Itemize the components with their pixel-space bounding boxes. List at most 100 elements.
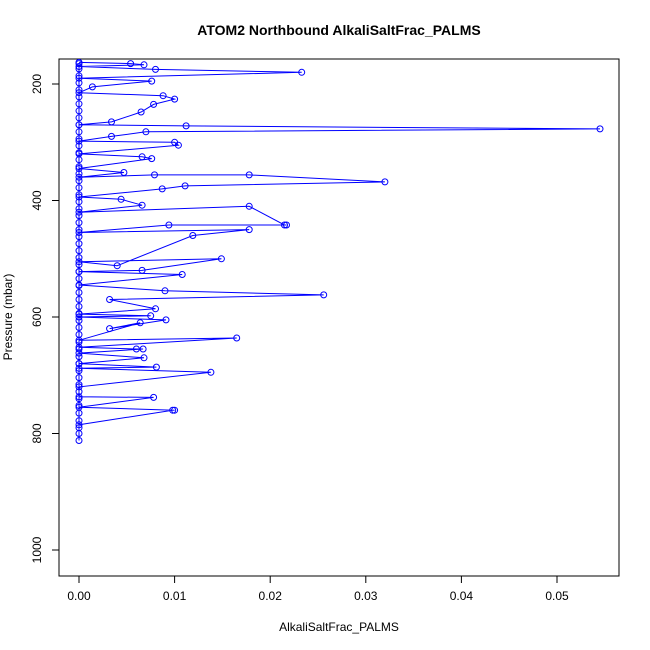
data-point xyxy=(75,303,83,310)
data-point xyxy=(75,336,83,344)
data-point xyxy=(75,388,83,396)
data-point xyxy=(113,262,121,270)
data-point xyxy=(106,296,114,303)
x-tick-label: 0.05 xyxy=(545,589,569,603)
plot-frame xyxy=(58,58,620,577)
data-point xyxy=(75,226,83,234)
data-point xyxy=(75,170,83,178)
data-point xyxy=(245,171,253,179)
data-point xyxy=(169,406,177,414)
data-point xyxy=(75,219,83,227)
data-point xyxy=(138,153,146,161)
data-point xyxy=(75,296,83,303)
data-point xyxy=(127,60,135,68)
data-point xyxy=(75,324,83,331)
data-point xyxy=(281,221,288,229)
y-axis: 200 400 600 800 1000 xyxy=(30,74,60,563)
data-point xyxy=(150,100,158,108)
data-point xyxy=(138,201,146,209)
data-point xyxy=(75,89,83,97)
data-point xyxy=(171,406,179,414)
data-point xyxy=(75,393,83,401)
data-point xyxy=(120,169,128,176)
data-point xyxy=(161,287,169,295)
data-point xyxy=(75,100,83,108)
data-point xyxy=(75,281,83,289)
data-point xyxy=(75,229,83,236)
data-point xyxy=(217,255,225,263)
data-point xyxy=(108,118,115,126)
data-point xyxy=(75,424,83,432)
data-point xyxy=(158,185,166,193)
data-point xyxy=(75,177,83,185)
data-point xyxy=(75,173,83,181)
data-point xyxy=(75,184,83,192)
chart-title: ATOM2 Northbound AlkaliSaltFrac_PALMS xyxy=(197,22,480,38)
data-point xyxy=(75,74,83,82)
data-point xyxy=(152,305,159,313)
data-point xyxy=(75,142,83,150)
data-point xyxy=(75,437,83,444)
data-point xyxy=(75,137,83,145)
data-point xyxy=(108,132,115,140)
data-point xyxy=(75,353,83,361)
data-point xyxy=(117,195,125,203)
data-point xyxy=(75,374,83,382)
data-point xyxy=(75,72,83,80)
data-point xyxy=(151,171,158,179)
data-point xyxy=(75,254,83,262)
data-point xyxy=(75,310,83,318)
data-point xyxy=(75,364,83,372)
x-tick-label: 0.02 xyxy=(259,589,283,603)
data-point xyxy=(142,128,150,136)
data-point xyxy=(75,93,83,101)
data-point xyxy=(75,313,83,321)
x-tick-label: 0.01 xyxy=(163,589,187,603)
data-point xyxy=(75,417,83,425)
data-point xyxy=(139,345,147,353)
data-point xyxy=(298,68,306,76)
data-point xyxy=(152,65,159,73)
data-point xyxy=(596,125,604,133)
data-point xyxy=(283,221,290,229)
plot-area xyxy=(75,59,604,444)
data-point xyxy=(140,61,148,69)
data-point xyxy=(75,128,83,136)
data-point xyxy=(152,363,160,371)
data-point xyxy=(75,212,83,220)
data-point xyxy=(245,202,253,210)
x-axis: 0.00 0.01 0.02 0.03 0.04 0.05 xyxy=(67,575,569,603)
data-point xyxy=(75,205,83,213)
data-point xyxy=(75,121,83,129)
data-point xyxy=(75,165,83,172)
data-point xyxy=(171,95,179,103)
data-point xyxy=(162,316,170,324)
data-point xyxy=(320,291,328,299)
data-point xyxy=(132,345,140,353)
data-point xyxy=(75,114,83,122)
data-point xyxy=(75,343,83,351)
y-tick-label: 400 xyxy=(30,190,44,210)
data-point xyxy=(75,63,83,70)
data-point xyxy=(140,354,148,362)
data-point xyxy=(75,79,83,87)
data-point xyxy=(159,92,167,100)
data-point xyxy=(150,393,158,401)
data-point xyxy=(75,240,83,248)
data-point xyxy=(381,178,389,186)
data-point xyxy=(75,403,83,411)
x-tick-label: 0.04 xyxy=(450,589,474,603)
data-point xyxy=(171,138,179,146)
data-point xyxy=(75,107,83,115)
data-point xyxy=(75,193,83,201)
x-tick-label: 0.03 xyxy=(354,589,378,603)
data-point xyxy=(148,77,156,85)
data-point xyxy=(165,221,173,229)
data-point xyxy=(178,271,186,278)
data-point xyxy=(75,233,83,241)
data-point xyxy=(75,198,83,206)
data-point xyxy=(75,208,83,216)
data-point xyxy=(88,83,96,91)
data-point xyxy=(75,421,83,429)
